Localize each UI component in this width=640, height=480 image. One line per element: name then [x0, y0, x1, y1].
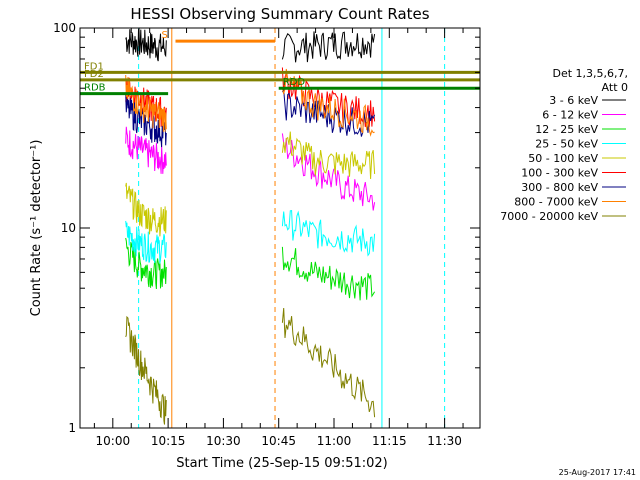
x-tick-label-1: 10:15: [151, 434, 186, 448]
series-2: [125, 237, 376, 301]
flag-label-2: RDD: [283, 77, 306, 88]
y-tick-label-0: 1: [68, 421, 76, 435]
legend-label-2: 12 - 25 keV: [535, 123, 598, 136]
series-0-segment-0: [125, 27, 167, 62]
x-axis-label: Start Time (25-Sep-15 09:51:02): [176, 456, 387, 471]
legend-label-8: 7000 - 20000 keV: [500, 210, 598, 223]
x-tick-label-4: 11:00: [317, 434, 352, 448]
series-4-segment-0: [125, 182, 167, 237]
legend-label-3: 25 - 50 keV: [535, 138, 598, 151]
legend-label-5: 100 - 300 keV: [521, 167, 598, 180]
x-tick-label-5: 11:15: [372, 434, 407, 448]
y-axis-label: Count Rate (s⁻¹ detector⁻¹): [29, 140, 44, 317]
series-3: [125, 210, 376, 264]
series-1: [125, 126, 376, 211]
legend-label-7: 800 - 7000 keV: [514, 196, 598, 209]
series-0: [125, 27, 376, 63]
series-8-segment-0: [125, 315, 167, 425]
legend-label-0: 3 - 6 keV: [549, 94, 598, 107]
series-6-segment-1: [281, 88, 376, 137]
series-1-segment-1: [281, 133, 376, 211]
series-4: [125, 131, 376, 237]
series-8: [125, 307, 376, 425]
x-tick-label-0: 10:00: [96, 434, 131, 448]
y-tick-label-2: 100: [53, 21, 76, 35]
legend-label-6: 300 - 800 keV: [521, 181, 598, 194]
flag-label-4: S: [161, 30, 167, 41]
x-tick-label-3: 10:45: [261, 434, 296, 448]
flag-label-0: FD1: [84, 61, 104, 72]
y-tick-label-1: 10: [61, 221, 76, 235]
series-3-segment-0: [125, 220, 167, 264]
series-5-segment-1: [281, 67, 376, 128]
legend-header-line2: Att 0: [602, 81, 628, 94]
series-1-segment-0: [125, 126, 167, 174]
axis-layer: 1 10 100 10:00 10:15 10:30 10:45 11:00 11:15 11:3…: [53, 21, 480, 448]
legend-header-line1: Det 1,3,5,6,7,: [552, 67, 628, 80]
chart-title: HESSI Observing Summary Count Rates: [130, 5, 429, 23]
flag-label-3: RDB: [84, 83, 106, 94]
series-3-segment-1: [281, 210, 376, 257]
legend-label-4: 50 - 100 keV: [528, 152, 598, 165]
series-4-segment-1: [281, 131, 376, 180]
timestamp: 25-Aug-2017 17:41: [559, 468, 636, 477]
x-tick-label-6: 11:30: [427, 434, 462, 448]
flag-label-1: FD2: [84, 69, 104, 80]
x-tick-label-2: 10:30: [206, 434, 241, 448]
series-2-segment-1: [281, 246, 376, 301]
series-8-segment-1: [281, 307, 376, 418]
series-2-segment-0: [125, 237, 167, 290]
series-7-segment-1: [281, 68, 375, 137]
series-0-segment-1: [281, 31, 376, 63]
legend-label-1: 6 - 12 keV: [542, 109, 598, 122]
